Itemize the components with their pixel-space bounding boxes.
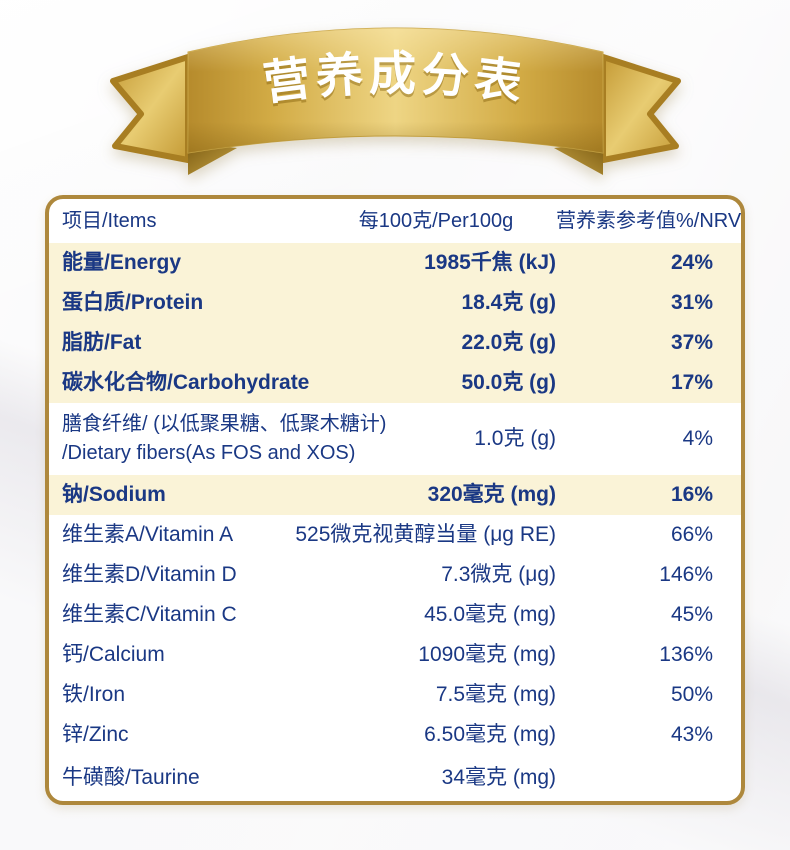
table-row: 脂肪/Fat 22.0克 (g) 37% xyxy=(49,323,741,363)
table-row: 维生素A/Vitamin A 525微克视黄醇当量 (μg RE) 66% xyxy=(49,515,741,555)
ribbon-icon: 营养成分表 营养成分表 xyxy=(110,27,681,175)
item-label: 牛磺酸/Taurine xyxy=(62,765,200,789)
header-per100g: 每100克/Per100g xyxy=(358,209,514,232)
item-label: 锌/Zinc xyxy=(62,722,129,746)
item-label-line2: /Dietary fibers(As FOS and XOS) xyxy=(62,442,356,464)
table-row: 蛋白质/Protein 18.4克 (g) 31% xyxy=(49,283,741,323)
nrv-percent: 146% xyxy=(659,562,713,586)
table-header-row: 项目/Items 每100克/Per100g 营养素参考值%/NRV% xyxy=(49,199,741,243)
table-row: 膳食纤维/ (以低聚果糖、低聚木糖计)/Dietary fibers(As FO… xyxy=(49,403,741,475)
table-row: 钠/Sodium 320毫克 (mg) 16% xyxy=(49,475,741,515)
item-label: 维生素C/Vitamin C xyxy=(62,602,237,626)
item-label: 脂肪/Fat xyxy=(62,330,142,354)
header-items: 项目/Items xyxy=(62,209,157,232)
item-label: 钠/Sodium xyxy=(62,482,166,506)
per100g-value: 525微克视黄醇当量 (μg RE) xyxy=(295,522,556,546)
per100g-value: 7.3微克 (μg) xyxy=(441,562,556,586)
per100g-value: 45.0毫克 (mg) xyxy=(424,602,556,626)
ribbon-band-shading xyxy=(188,28,603,153)
item-label: 铁/Iron xyxy=(62,682,126,706)
nrv-percent: 24% xyxy=(670,250,713,274)
per100g-value: 1985千焦 (kJ) xyxy=(424,250,556,274)
per100g-value: 50.0克 (g) xyxy=(461,370,556,394)
ribbon-tail-left xyxy=(110,54,191,163)
banner-title-shadow: 营养成分表 xyxy=(260,50,530,113)
item-label: 维生素D/Vitamin D xyxy=(62,562,237,586)
nrv-percent: 45% xyxy=(670,602,713,626)
nrv-percent: 37% xyxy=(670,330,713,354)
table-row: 碳水化合物/Carbohydrate 50.0克 (g) 17% xyxy=(49,363,741,403)
item-label: 能量/Energy xyxy=(62,250,182,274)
table-row: 维生素C/Vitamin C 45.0毫克 (mg) 45% xyxy=(49,595,741,635)
item-label: 维生素A/Vitamin A xyxy=(62,522,234,546)
table-row: 铁/Iron 7.5毫克 (mg) 50% xyxy=(49,675,741,715)
nrv-percent: 16% xyxy=(670,482,713,506)
per100g-value: 320毫克 (mg) xyxy=(427,482,556,506)
nrv-percent: 17% xyxy=(670,370,713,394)
nutrition-table: 项目/Items 每100克/Per100g 营养素参考值%/NRV% 能量/E… xyxy=(45,195,745,805)
nrv-percent: 50% xyxy=(670,682,713,706)
per100g-value: 7.5毫克 (mg) xyxy=(435,682,556,706)
nrv-percent: 31% xyxy=(670,290,713,314)
per100g-value: 22.0克 (g) xyxy=(461,330,556,354)
page-title: 营养成分表 xyxy=(260,47,530,110)
per100g-value: 1090毫克 (mg) xyxy=(418,642,556,666)
table-row: 牛磺酸/Taurine 34毫克 (mg) xyxy=(49,755,741,801)
table-row: 锌/Zinc 6.50毫克 (mg) 43% xyxy=(49,715,741,755)
per100g-value: 1.0克 (g) xyxy=(474,426,556,450)
per100g-value: 18.4克 (g) xyxy=(461,290,556,314)
header-nrv: 营养素参考值%/NRV% xyxy=(556,209,745,232)
nrv-percent: 136% xyxy=(659,642,713,666)
nrv-percent: 4% xyxy=(682,426,713,450)
table-row: 能量/Energy 1985千焦 (kJ) 24% xyxy=(49,243,741,283)
per100g-value: 6.50毫克 (mg) xyxy=(424,722,556,746)
item-label: 膳食纤维/ (以低聚果糖、低聚木糖计)/Dietary fibers(As FO… xyxy=(62,410,436,468)
ribbon-tail-right xyxy=(600,54,681,163)
table-row: 维生素D/Vitamin D 7.3微克 (μg) 146% xyxy=(49,555,741,595)
item-label: 钙/Calcium xyxy=(62,642,165,666)
per100g-value: 34毫克 (mg) xyxy=(441,765,556,789)
item-label: 蛋白质/Protein xyxy=(62,290,204,314)
nrv-percent: 66% xyxy=(670,522,713,546)
table-row: 钙/Calcium 1090毫克 (mg) 136% xyxy=(49,635,741,675)
item-label: 碳水化合物/Carbohydrate xyxy=(62,370,310,394)
ribbon-banner: 营养成分表 营养成分表 xyxy=(85,22,705,197)
nrv-percent: 43% xyxy=(670,722,713,746)
